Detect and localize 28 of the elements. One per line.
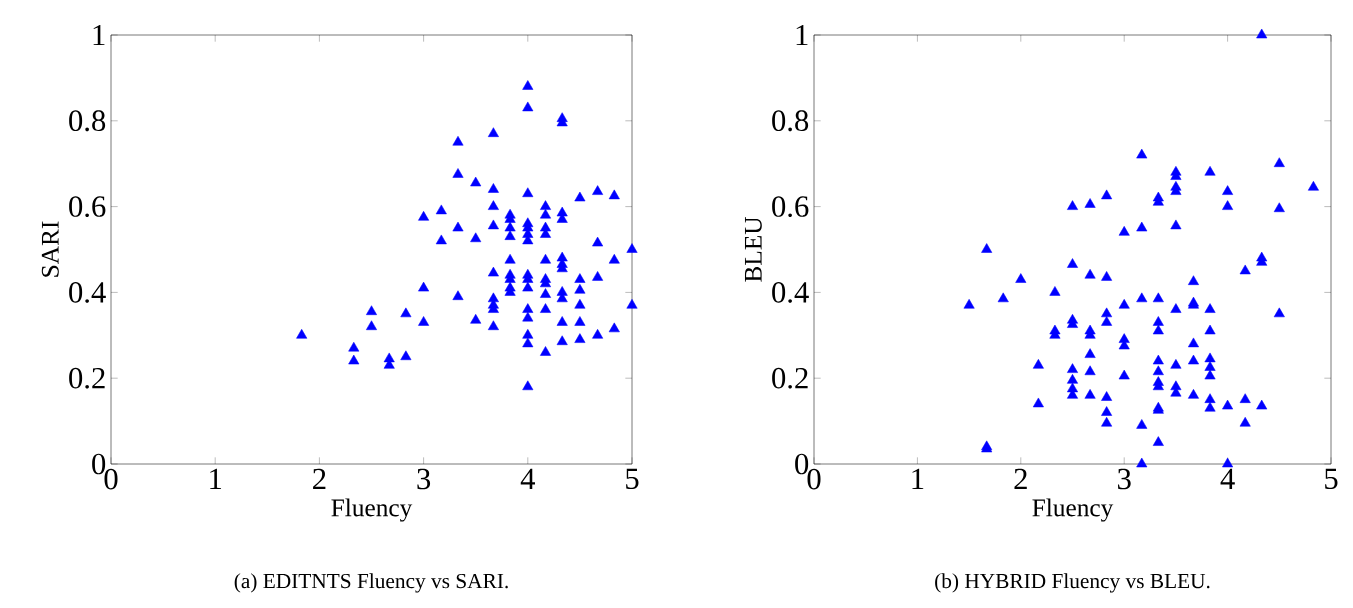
y-tick-label: 0.2	[772, 367, 808, 389]
x-tick-label: 1	[912, 468, 924, 489]
y-tick-label: 0.8	[69, 110, 106, 132]
y-tick-label: 0.4	[772, 281, 809, 303]
y-axis-title: SARI	[41, 221, 59, 277]
x-tick-label: 4	[520, 468, 535, 489]
x-axis-title: Fluency	[331, 498, 413, 522]
x-tick-label: 1	[210, 468, 222, 489]
x-tick-label: 3	[417, 468, 431, 490]
y-tick-label: 1	[93, 24, 105, 46]
text: (a) EDITNTS Fluency vs SARI.	[234, 573, 508, 593]
x-tick-label: 2	[1014, 468, 1027, 490]
y-tick-label: 0	[92, 453, 106, 475]
x-tick-label: 5	[1325, 468, 1338, 490]
x-tick-label: 5	[626, 468, 639, 490]
y-tick-label: 0.8	[772, 110, 809, 132]
x-tick-label: 4	[1220, 468, 1235, 489]
y-axis-title: BLEU	[744, 216, 762, 282]
text: (b) HYBRID Fluency vs BLEU.	[935, 573, 1210, 593]
y-tick-label: 1	[796, 24, 808, 46]
x-axis-title: Fluency	[1032, 498, 1114, 522]
y-tick-label: 0.2	[69, 367, 105, 389]
y-tick-label: 0.6	[772, 196, 809, 218]
x-tick-label: 3	[1118, 468, 1131, 490]
y-tick-label: 0.4	[69, 281, 106, 303]
y-tick-label: 0	[795, 453, 809, 475]
y-tick-label: 0.6	[69, 196, 106, 218]
x-tick-label: 2	[313, 468, 326, 490]
